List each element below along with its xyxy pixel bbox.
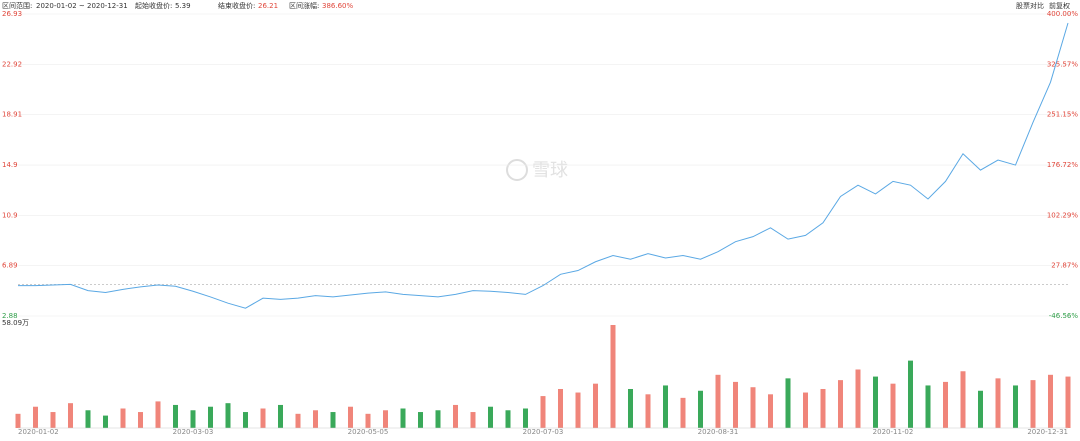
volume-bar	[225, 403, 231, 428]
volume-bar	[1030, 380, 1036, 428]
adjust-button[interactable]: 前复权	[1049, 1, 1070, 10]
volume-bar	[365, 413, 371, 428]
volume-bar	[628, 388, 633, 428]
volume-bar	[120, 408, 126, 428]
volume-bar	[348, 406, 353, 428]
x-tick-label: 2020-05-05	[348, 428, 389, 436]
price-line	[18, 22, 1069, 309]
volume-bar	[505, 410, 511, 428]
volume-bar	[698, 390, 703, 428]
y-tick-label: 14.9	[2, 161, 18, 169]
volume-bar	[330, 412, 336, 428]
y2-tick-label: 325.57%	[1047, 60, 1078, 68]
volume-bar	[103, 415, 108, 428]
x-tick-label: 2020-12-31	[1027, 428, 1068, 436]
volume-bar	[313, 410, 318, 428]
volume-bar	[295, 413, 301, 428]
volume-bar	[400, 408, 406, 428]
volume-bar	[610, 325, 616, 428]
volume-bar	[943, 381, 948, 428]
x-tick-label: 2020-01-02	[18, 428, 59, 436]
y-tick-label: 26.93	[2, 10, 22, 18]
volume-bar	[453, 404, 458, 428]
start-value: 5.39	[175, 2, 191, 10]
volume-bar	[838, 380, 843, 428]
volume-bar	[15, 413, 21, 428]
y2-tick-label: 251.15%	[1047, 111, 1078, 119]
y-tick-label: 6.89	[2, 262, 18, 270]
volume-bar	[890, 383, 896, 428]
watermark-logo	[506, 159, 528, 181]
volume-bar	[645, 394, 651, 428]
volume-bar	[803, 392, 808, 428]
volume-bar	[260, 408, 266, 428]
change-label: 区间涨幅:	[289, 1, 319, 10]
volume-bar	[208, 406, 213, 428]
change: 386.60%	[322, 2, 353, 10]
compare-button[interactable]: 股票对比	[1016, 1, 1044, 10]
volume-bar	[820, 388, 826, 428]
y-tick-label: 22.92	[2, 60, 22, 68]
volume-bar	[978, 390, 983, 428]
volume-bar	[85, 410, 91, 428]
volume-bar	[873, 376, 878, 428]
y2-tick-label: 102.29%	[1047, 211, 1078, 219]
volume-bar	[715, 374, 721, 428]
volume-bar	[1048, 374, 1053, 428]
volume-bar	[733, 381, 738, 428]
volume-bar	[470, 412, 476, 428]
volume-bar	[190, 410, 196, 428]
volume-bar	[785, 378, 791, 428]
y2-tick-label: 176.72%	[1047, 161, 1078, 169]
range-label: 区间范围:	[2, 1, 32, 10]
volume-bar	[488, 406, 493, 428]
y-tick-label: 10.9	[2, 211, 18, 219]
volume-bar	[855, 369, 861, 428]
y2-tick-label: 400.00%	[1047, 10, 1078, 18]
volume-bar	[1065, 376, 1071, 428]
x-tick-label: 2020-08-31	[698, 428, 739, 436]
volume-bar	[173, 404, 178, 428]
x-tick-label: 2020-11-02	[873, 428, 914, 436]
range: 2020-01-02 ~ 2020-12-31	[36, 2, 128, 10]
end-label: 结束收盘价:	[218, 1, 255, 10]
start-label: 起始收盘价:	[135, 1, 172, 10]
volume-bar	[33, 406, 38, 428]
volume-tick-label: 58.09万	[2, 319, 29, 327]
y-tick-label: 18.91	[2, 111, 22, 119]
y2-tick-label: -46.56%	[1049, 312, 1079, 320]
volume-bar	[558, 388, 563, 428]
volume-bar	[663, 385, 668, 428]
volume-bar	[243, 412, 248, 428]
volume-bar	[960, 371, 966, 428]
volume-bar	[750, 387, 756, 428]
volume-bar	[435, 410, 441, 428]
volume-bar	[50, 412, 56, 428]
volume-bar	[1013, 385, 1018, 428]
volume-bar	[593, 383, 598, 428]
watermark: 雪球	[532, 160, 568, 181]
volume-bar	[138, 412, 143, 428]
volume-bar	[68, 403, 73, 428]
volume-bar	[768, 394, 773, 428]
volume-bar	[540, 396, 546, 428]
volume-bar	[523, 408, 528, 428]
x-tick-label: 2020-07-03	[523, 428, 564, 436]
volume-bar	[155, 401, 161, 428]
volume-bar	[908, 360, 913, 428]
volume-bar	[278, 404, 283, 428]
volume-bar	[575, 392, 581, 428]
volume-bar	[925, 385, 931, 428]
y2-tick-label: 27.87%	[1051, 262, 1078, 270]
volume-bar	[680, 397, 686, 428]
x-tick-label: 2020-03-03	[173, 428, 214, 436]
volume-bar	[383, 410, 388, 428]
y-tick-label: 2.88	[2, 312, 18, 320]
end-value: 26.21	[258, 2, 278, 10]
volume-bar	[995, 378, 1001, 428]
volume-bar	[418, 412, 423, 428]
